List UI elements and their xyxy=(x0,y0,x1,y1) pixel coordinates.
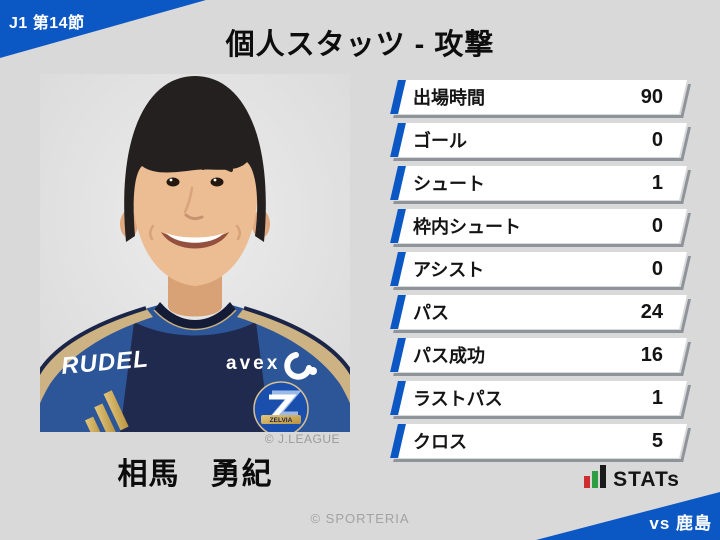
bar-chart-icon xyxy=(584,465,607,489)
stat-label: クロス xyxy=(413,432,467,452)
stat-row: クロス 5 xyxy=(390,424,687,458)
sponsor-avex: avex xyxy=(226,353,280,374)
stat-row: ゴール 0 xyxy=(390,123,687,157)
stat-label: パス xyxy=(413,303,449,323)
eye-left xyxy=(166,177,180,187)
stat-label: パス成功 xyxy=(413,346,485,366)
stat-value: 90 xyxy=(640,85,663,108)
page-title: 個人スタッツ - 攻撃 xyxy=(225,29,495,61)
stats-list: 出場時間 90 ゴール 0 シュート 1 枠内シュート 0 xyxy=(390,80,687,467)
stat-label: 出場時間 xyxy=(413,88,485,108)
club-crest-icon: ZELVIA xyxy=(253,381,309,432)
avex-logo-icon xyxy=(284,352,312,380)
player-name: 相馬 勇紀 xyxy=(117,458,273,491)
stat-row: 出場時間 90 xyxy=(390,80,687,114)
stat-value: 0 xyxy=(651,128,663,151)
stats-logo: STATs xyxy=(584,465,680,491)
hair xyxy=(124,76,266,242)
stat-value: 0 xyxy=(651,257,663,280)
stat-value: 1 xyxy=(651,171,663,194)
stat-label: アシスト xyxy=(413,260,485,280)
three-stripes-icon xyxy=(84,390,129,432)
site-credit: © SPORTERIA xyxy=(310,511,410,526)
photo-credit: © J.LEAGUE xyxy=(264,432,340,446)
stat-value: 1 xyxy=(651,386,663,409)
opponent-badge-label: vs 鹿島 xyxy=(649,514,712,533)
stat-value: 24 xyxy=(640,300,663,323)
stat-row: ラストパス 1 xyxy=(390,381,687,415)
collar xyxy=(154,302,236,330)
stat-label: 枠内シュート xyxy=(413,217,521,237)
round-badge-label: J1 第14節 xyxy=(9,15,85,32)
stat-row: パス成功 16 xyxy=(390,338,687,372)
eye-right xyxy=(210,177,224,187)
stat-value: 0 xyxy=(651,214,663,237)
club-badge-text: ZELVIA xyxy=(270,417,293,424)
stat-label: シュート xyxy=(413,174,485,194)
player-photo: RUDEL avex ZELVIA xyxy=(40,74,350,432)
stats-logo-text: STATs xyxy=(613,467,680,491)
stat-row: アシスト 0 xyxy=(390,252,687,286)
stat-row: パス 24 xyxy=(390,295,687,329)
stat-value: 5 xyxy=(651,429,663,452)
teeth xyxy=(166,233,224,243)
stat-row: 枠内シュート 0 xyxy=(390,209,687,243)
stat-row: シュート 1 xyxy=(390,166,687,200)
stat-label: ラストパス xyxy=(413,389,503,409)
stat-value: 16 xyxy=(640,343,663,366)
stat-label: ゴール xyxy=(413,131,467,151)
nose xyxy=(183,186,194,214)
